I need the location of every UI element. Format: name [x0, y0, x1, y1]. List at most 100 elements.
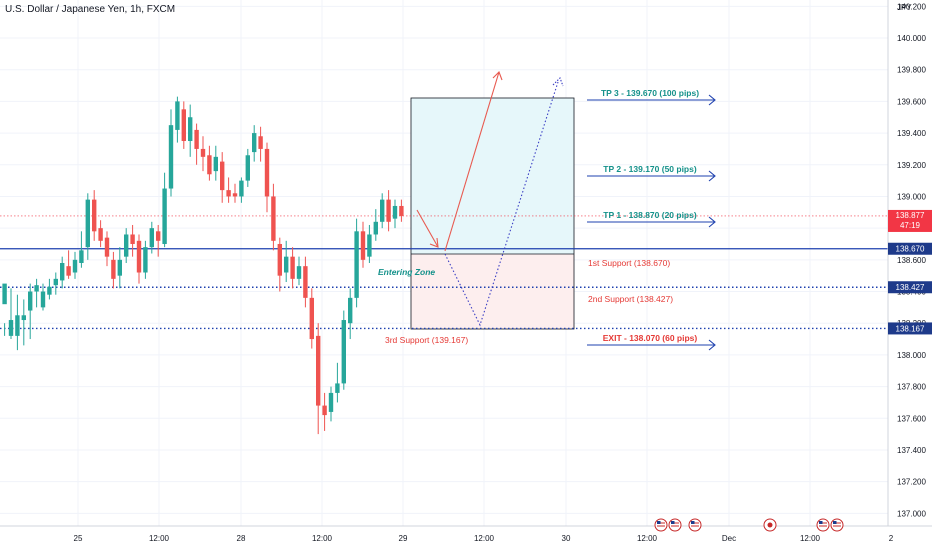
price-tick-label: 139.800: [897, 66, 926, 75]
candle-body: [136, 240, 142, 273]
candle-body: [117, 259, 122, 276]
chart-grid: [0, 0, 888, 526]
candle-body: [322, 405, 327, 416]
candle-body: [168, 125, 174, 189]
candle-body: [92, 199, 97, 232]
candle-body: [360, 231, 366, 260]
time-tick-label: 29: [399, 534, 408, 543]
candle-body: [373, 221, 378, 235]
candle-body: [207, 155, 212, 175]
candle-body: [104, 237, 110, 257]
economic-events[interactable]: [654, 518, 844, 532]
current-price-value: 138.877: [896, 211, 925, 220]
support-levels: [0, 248, 888, 330]
tp1-marker[interactable]: TP 1 - 138.870 (20 pips): [587, 210, 716, 228]
candle-body: [316, 335, 321, 406]
support2-label: 2nd Support (138.427): [588, 294, 673, 304]
candle-body: [79, 250, 84, 263]
tp1-label: TP 1 - 138.870 (20 pips): [603, 210, 697, 220]
candle-body: [60, 263, 65, 281]
candle-body: [252, 133, 257, 153]
candle-body: [226, 190, 231, 197]
candle-body: [284, 256, 289, 273]
candle-body: [392, 205, 398, 219]
candle-body: [188, 117, 193, 142]
bar-countdown: 47:19: [900, 221, 921, 230]
candle-body: [149, 228, 154, 248]
price-tick-label: 138.000: [897, 351, 926, 360]
candles: [2, 96, 404, 435]
us-flag-icon[interactable]: [654, 518, 668, 532]
entry-label: Entering Zone: [378, 267, 435, 277]
price-axis-panel[interactable]: [888, 0, 932, 526]
price-tick-label: 137.800: [897, 383, 926, 392]
candle-body: [162, 188, 167, 244]
candle-body: [28, 291, 33, 311]
candle-body: [309, 297, 314, 340]
candle-body: [399, 205, 404, 216]
candle-body: [130, 234, 135, 244]
tp3-marker[interactable]: TP 3 - 139.670 (100 pips): [587, 88, 716, 106]
candle-body: [2, 283, 7, 305]
time-axis-ticks: 25 12:00 28 12:00 29 12:00 30 12:00 Dec 12:00 2: [74, 534, 894, 543]
candle-body: [348, 297, 353, 324]
level-badge-bg: [888, 322, 932, 335]
candle-body: [200, 148, 206, 157]
time-tick-label: 30: [562, 534, 571, 543]
candle-body: [34, 285, 39, 292]
us-flag-icon[interactable]: [668, 518, 682, 532]
us-flag-icon[interactable]: [816, 518, 830, 532]
candle-body: [335, 383, 340, 393]
time-tick-label: 12:00: [149, 534, 170, 543]
time-tick-label: 12:00: [312, 534, 333, 543]
time-tick-label: Dec: [722, 534, 736, 543]
candle-body: [367, 234, 372, 257]
candle-body: [290, 256, 295, 279]
rally-arrow-line[interactable]: [444, 71, 500, 252]
candle-body: [271, 196, 276, 241]
pullback-arrow-head: [429, 237, 439, 248]
currency-label: JPY: [897, 3, 912, 12]
level-badge-bg: [888, 281, 932, 294]
us-flag-icon[interactable]: [830, 518, 844, 532]
candle-body: [156, 231, 161, 241]
time-tick-label: 12:00: [474, 534, 495, 543]
candle-body: [296, 266, 302, 279]
support3-label: 3rd Support (139.167): [385, 335, 468, 345]
tp2-label: TP 2 - 139.170 (50 pips): [603, 164, 697, 174]
candle-body: [72, 259, 78, 273]
level-badge-value: 138.427: [896, 283, 925, 292]
stop-zone: [411, 254, 574, 329]
candle-body: [213, 156, 218, 172]
price-tick-label: 137.200: [897, 478, 926, 487]
us-flag-icon[interactable]: [688, 518, 702, 532]
alternate-path[interactable]: [444, 81, 559, 327]
tp1-arrow-head: [708, 216, 716, 228]
tp2-arrow-head: [708, 170, 716, 182]
time-tick-label: 12:00: [800, 534, 821, 543]
exit-marker[interactable]: EXIT - 138.070 (60 pips): [587, 333, 716, 351]
candle-body: [181, 109, 186, 142]
candle-body: [15, 315, 20, 336]
level-badge-value: 138.167: [896, 324, 925, 333]
pullback-arrow-line[interactable]: [416, 209, 439, 248]
exit-label: EXIT - 138.070 (60 pips): [603, 333, 698, 343]
candle-body: [143, 247, 148, 273]
candle-body: [98, 228, 103, 241]
jp-flag-icon[interactable]: [763, 518, 777, 532]
candle-body: [386, 199, 391, 222]
price-tick-label: 137.400: [897, 446, 926, 455]
time-tick-label: 25: [74, 534, 83, 543]
tp2-marker[interactable]: TP 2 - 139.170 (50 pips): [587, 164, 716, 182]
exit-arrow-head: [708, 339, 716, 351]
price-tick-label: 138.600: [897, 256, 926, 265]
current-price-badge: 138.877 47:19: [888, 209, 932, 232]
candle-body: [380, 199, 385, 222]
rally-arrow-head: [492, 71, 503, 81]
level-badge-value: 138.670: [896, 245, 925, 254]
candle-body: [303, 266, 308, 298]
candle-body: [239, 180, 244, 197]
candle-body: [341, 320, 346, 384]
support1-label: 1st Support (138.670): [588, 258, 670, 268]
